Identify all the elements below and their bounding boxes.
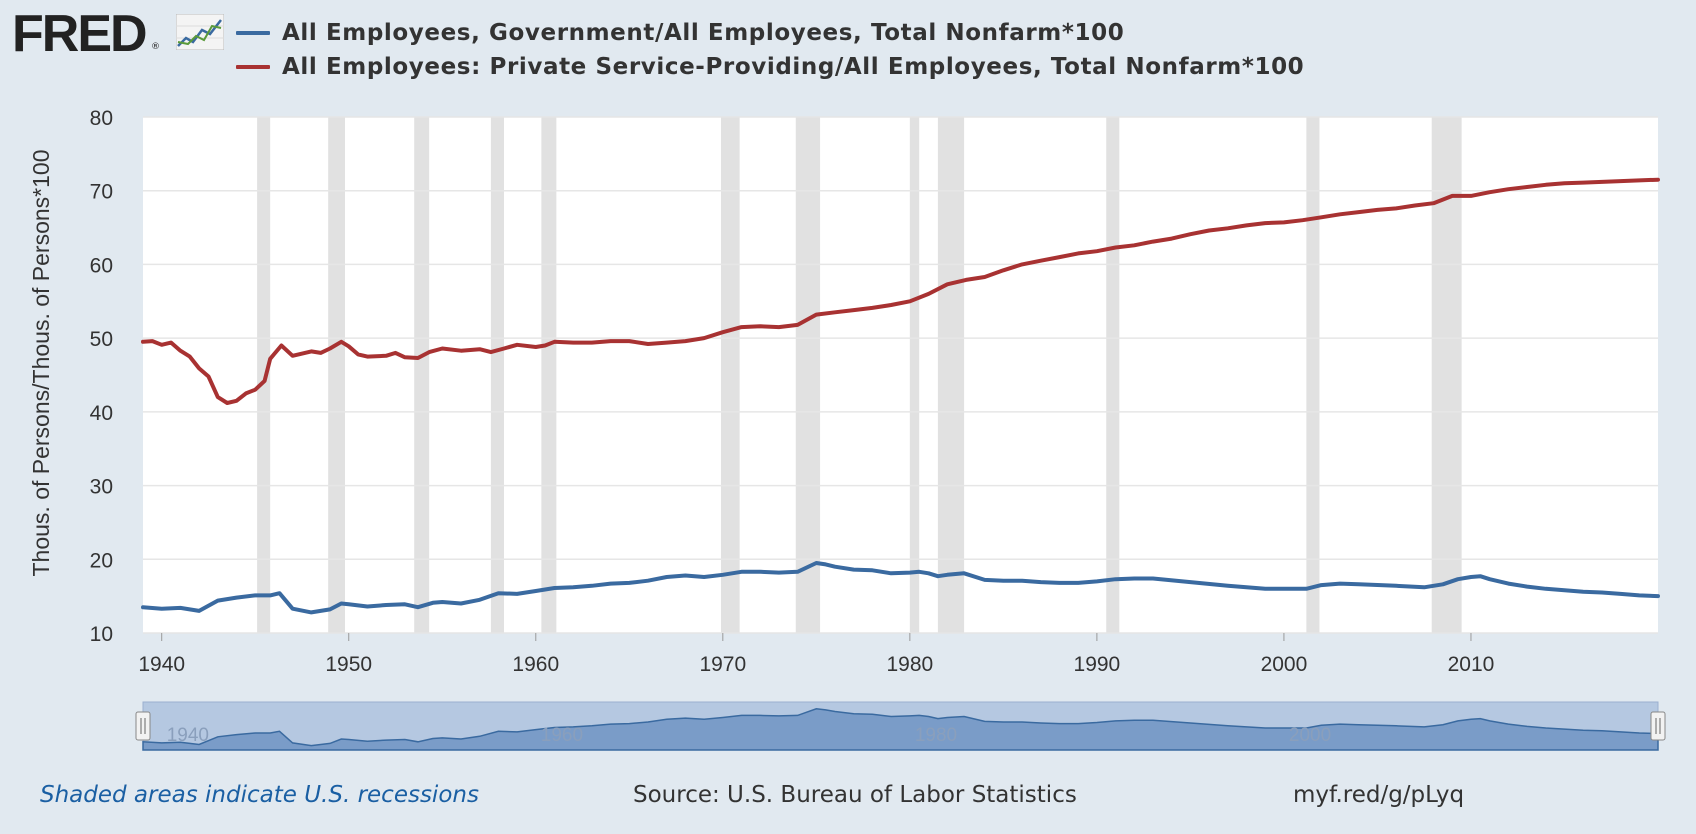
legend-swatch-private-service xyxy=(236,65,270,69)
legend-label-private-service: All Employees: Private Service-Providing… xyxy=(282,54,1305,80)
navigator-tick-label: 1980 xyxy=(915,725,957,746)
recession-note: Shaded areas indicate U.S. recessions xyxy=(40,782,479,808)
y-tick-label: 80 xyxy=(90,107,113,130)
recession-band xyxy=(937,117,965,633)
legend-item-private-service[interactable]: All Employees: Private Service-Providing… xyxy=(236,52,1304,82)
recession-band xyxy=(257,117,271,633)
x-tick-label: 1970 xyxy=(699,653,746,676)
y-axis-label: Thous. of Persons/Thous. of Persons*100 xyxy=(28,149,54,576)
registered-mark: ® xyxy=(151,42,160,52)
recession-band xyxy=(490,117,504,633)
plot-area xyxy=(143,117,1658,633)
x-tick-label: 2010 xyxy=(1448,653,1495,676)
navigator-series-area xyxy=(142,708,1659,751)
recession-band xyxy=(328,117,345,633)
x-tick-label: 2000 xyxy=(1261,653,1308,676)
y-tick-label: 70 xyxy=(90,181,113,204)
navigator-handle-left[interactable] xyxy=(135,711,151,741)
y-tick-label: 60 xyxy=(90,254,113,277)
recession-band xyxy=(1306,117,1320,633)
x-tick-label: 1940 xyxy=(138,653,185,676)
legend-swatch-government xyxy=(236,31,270,35)
navigator-tick-label: 1960 xyxy=(541,725,583,746)
source-text: Source: U.S. Bureau of Labor Statistics xyxy=(633,782,1077,808)
y-tick-label: 40 xyxy=(90,402,113,425)
short-link[interactable]: myf.red/g/pLyq xyxy=(1293,782,1465,808)
navigator-handle-right[interactable] xyxy=(1650,711,1666,741)
y-tick-label: 50 xyxy=(90,328,113,351)
navigator-tick-label: 2000 xyxy=(1289,725,1331,746)
recession-band xyxy=(795,117,821,633)
legend-label-government: All Employees, Government/All Employees,… xyxy=(282,20,1125,46)
fred-logo[interactable]: FRED xyxy=(12,5,148,63)
x-tick-label: 1960 xyxy=(512,653,559,676)
legend-item-government[interactable]: All Employees, Government/All Employees,… xyxy=(236,18,1124,48)
series-line-government xyxy=(141,561,1660,615)
recession-band xyxy=(541,117,557,633)
recession-band xyxy=(720,117,740,633)
series-line-private-service xyxy=(141,177,1660,405)
recession-band xyxy=(909,117,920,633)
chart[interactable]: 10 20 30 40 50 60 70 80 1940 1950 1960 1970 1980 199… xyxy=(0,0,1696,770)
x-tick-label: 1950 xyxy=(325,653,372,676)
y-tick-label: 20 xyxy=(90,549,113,572)
x-tick-label: 1990 xyxy=(1074,653,1121,676)
x-tick-label: 1980 xyxy=(886,653,933,676)
recession-band xyxy=(1106,117,1120,633)
header: FRED ® All Employees, Government/All Emp… xyxy=(0,0,1696,100)
recession-band xyxy=(414,117,430,633)
navigator-tick-label: 1940 xyxy=(167,725,209,746)
line-graph-icon xyxy=(176,14,224,50)
y-tick-label: 30 xyxy=(90,476,113,499)
y-tick-label: 10 xyxy=(90,623,113,646)
